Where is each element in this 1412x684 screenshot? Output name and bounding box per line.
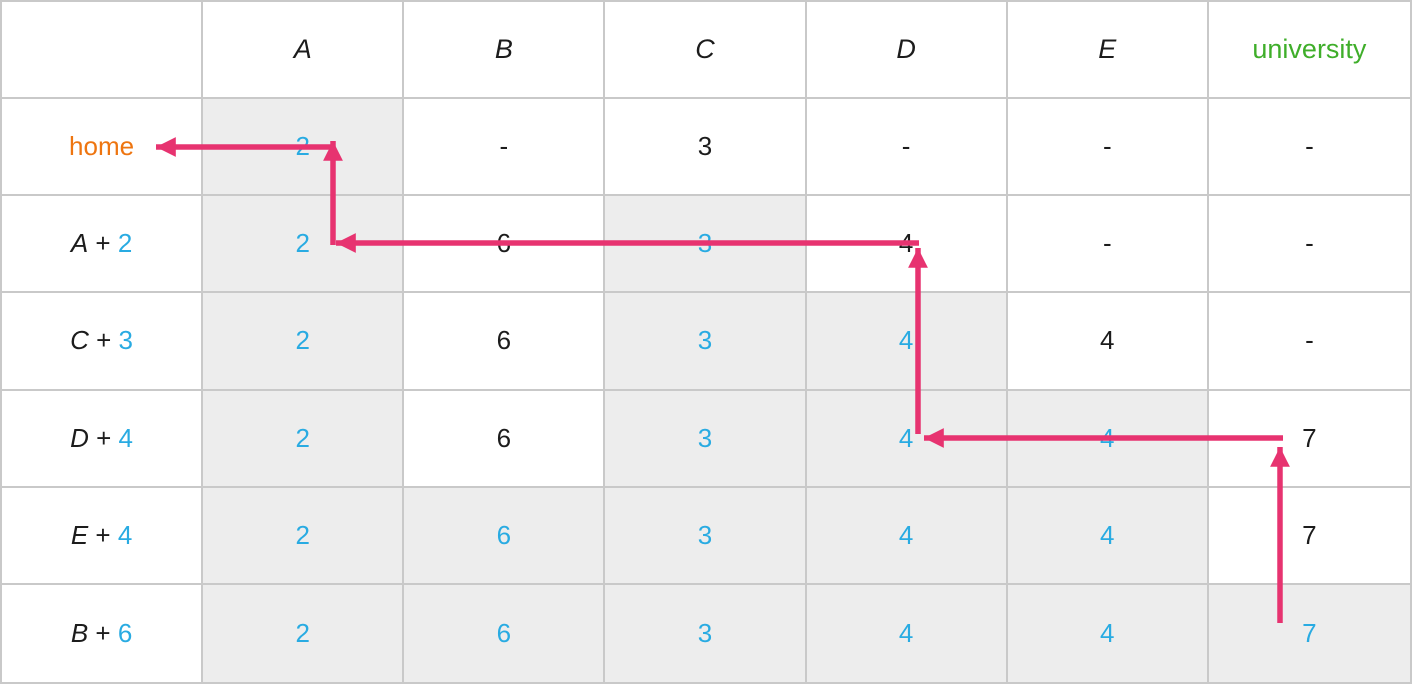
cell-a-plus-2-C: 3: [605, 196, 807, 294]
cell-d-plus-4-A: 2: [203, 390, 405, 488]
cell-c-plus-3-A: 2: [203, 293, 405, 391]
cell-b-plus-6-C: 3: [605, 584, 807, 682]
row-label-part: 4: [118, 422, 134, 453]
cell-b-plus-6-B: 6: [404, 584, 606, 682]
row-label-part: 3: [118, 325, 134, 356]
row-label-part: B: [70, 617, 89, 648]
column-header-label: A: [293, 34, 312, 65]
row-label-home: home: [2, 99, 204, 197]
cell-e-plus-4-A: 2: [203, 487, 405, 585]
column-header-D: D: [806, 2, 1008, 100]
cell-e-plus-4-C: 3: [605, 487, 807, 585]
row-label-part: +: [88, 422, 119, 453]
column-header-label: E: [1098, 34, 1117, 65]
cell-e-plus-4-B: 6: [404, 487, 606, 585]
column-header-B: B: [404, 2, 606, 100]
row-label-part: 4: [117, 519, 133, 550]
cell-e-plus-4-university: 7: [1208, 488, 1410, 585]
corner-cell: [2, 2, 204, 100]
column-header-university: university: [1208, 2, 1410, 100]
row-label-part: +: [88, 325, 119, 356]
row-label-part: +: [88, 519, 118, 550]
cell-home-B: -: [404, 99, 606, 197]
column-header-label: B: [494, 34, 513, 65]
column-header-C: C: [605, 2, 807, 100]
cell-c-plus-3-E: 4: [1007, 293, 1209, 391]
cell-home-A: 2: [203, 99, 405, 197]
cell-d-plus-4-C: 3: [605, 390, 807, 488]
cell-b-plus-6-A: 2: [203, 584, 405, 682]
row-label-part: E: [70, 519, 89, 550]
column-header-A: A: [203, 2, 405, 100]
cell-b-plus-6-university: 7: [1208, 584, 1410, 682]
row-label-part: A: [70, 228, 89, 259]
cell-a-plus-2-university: -: [1208, 196, 1410, 294]
cell-d-plus-4-B: 6: [404, 390, 606, 488]
cell-d-plus-4-E: 4: [1007, 390, 1209, 488]
cell-e-plus-4-D: 4: [806, 487, 1008, 585]
row-label-part: home: [69, 131, 135, 162]
cell-c-plus-3-C: 3: [605, 293, 807, 391]
row-label-part: +: [88, 617, 118, 648]
row-label-e-plus-4: E + 4: [2, 487, 204, 585]
column-header-label: C: [695, 34, 715, 65]
column-header-E: E: [1007, 2, 1209, 100]
cell-e-plus-4-E: 4: [1007, 487, 1209, 585]
cell-home-university: -: [1208, 99, 1410, 197]
row-label-part: 2: [117, 228, 133, 259]
cell-a-plus-2-E: -: [1007, 196, 1209, 294]
cell-b-plus-6-D: 4: [806, 584, 1008, 682]
row-label-part: 6: [117, 617, 133, 648]
cell-home-E: -: [1007, 99, 1209, 197]
cell-a-plus-2-B: 6: [404, 196, 606, 294]
row-label-b-plus-6: B + 6: [2, 584, 204, 682]
cell-d-plus-4-university: 7: [1208, 391, 1410, 488]
cell-d-plus-4-D: 4: [806, 390, 1008, 488]
row-label-part: C: [70, 325, 89, 356]
cell-a-plus-2-A: 2: [203, 196, 405, 294]
cell-a-plus-2-D: 4: [806, 196, 1008, 294]
row-label-d-plus-4: D + 4: [2, 390, 204, 488]
column-header-label: university: [1252, 34, 1367, 65]
cell-home-D: -: [806, 99, 1008, 197]
cell-c-plus-3-D: 4: [806, 293, 1008, 391]
column-header-label: D: [896, 34, 916, 65]
cell-home-C: 3: [605, 99, 807, 197]
cell-c-plus-3-university: -: [1208, 293, 1410, 391]
row-label-a-plus-2: A + 2: [2, 196, 204, 294]
row-label-c-plus-3: C + 3: [2, 293, 204, 391]
cell-c-plus-3-B: 6: [404, 293, 606, 391]
row-label-part: D: [70, 422, 89, 453]
cell-b-plus-6-E: 4: [1007, 584, 1209, 682]
row-label-part: +: [88, 228, 118, 259]
